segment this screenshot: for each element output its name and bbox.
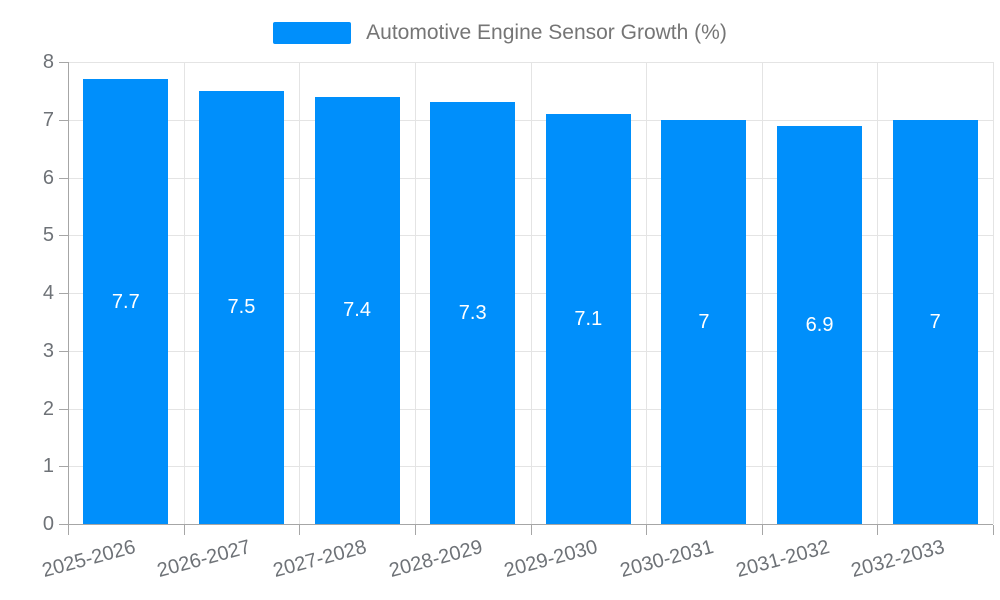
bar[interactable] [661, 119, 747, 524]
bar[interactable] [545, 113, 631, 524]
x-axis-tick [646, 525, 648, 535]
x-axis-tick [530, 525, 532, 535]
legend-item[interactable]: Automotive Engine Sensor Growth (%) [0, 20, 1000, 46]
bar[interactable] [777, 125, 863, 524]
y-axis-label: 2 [42, 397, 54, 420]
x-axis-tick [414, 525, 416, 535]
x-axis-tick [993, 525, 994, 535]
bar-value-label: 7.3 [458, 302, 487, 325]
bar-value-label: 6.9 [805, 313, 834, 336]
y-axis-label: 5 [42, 224, 54, 247]
x-axis-tick [877, 525, 879, 535]
y-axis-tick [59, 466, 68, 468]
y-axis-label: 4 [42, 282, 54, 304]
y-axis-tick [59, 119, 68, 121]
x-axis-tick [68, 525, 69, 535]
x-axis-tick [761, 525, 763, 535]
bar[interactable] [892, 119, 978, 524]
bar[interactable] [198, 90, 284, 524]
y-axis-tick [59, 293, 68, 294]
y-axis-tick [59, 62, 68, 63]
x-axis-line [68, 524, 993, 525]
bar-value-label: 7 [698, 310, 710, 333]
x-gridline [761, 62, 763, 524]
bar-value-label: 7.4 [343, 299, 371, 322]
y-axis-label: 8 [42, 51, 54, 73]
y-axis-label: 7 [42, 108, 54, 131]
bar[interactable] [314, 96, 400, 524]
y-axis-label: 3 [42, 339, 54, 362]
x-gridline [530, 62, 532, 524]
y-axis-tick [59, 408, 68, 410]
bar-value-label: 7 [929, 310, 941, 333]
x-gridline [646, 62, 648, 524]
y-axis-label: 0 [42, 513, 54, 535]
y-axis-label: 6 [42, 166, 54, 189]
x-gridline [877, 62, 879, 524]
x-gridline [993, 62, 994, 524]
bar[interactable] [83, 79, 169, 524]
bar-value-label: 7.7 [111, 290, 140, 313]
x-gridline [414, 62, 416, 524]
bar-value-label: 7.5 [227, 296, 256, 319]
y-axis-tick [59, 177, 68, 179]
legend-label: Automotive Engine Sensor Growth (%) [366, 21, 727, 44]
x-gridline [183, 62, 185, 524]
y-axis-tick [59, 235, 68, 237]
bar-value-label: 7.1 [574, 307, 603, 330]
y-axis-tick [59, 350, 68, 352]
x-axis-tick [299, 525, 301, 535]
y-axis-label: 1 [42, 455, 54, 478]
x-axis-tick [183, 525, 185, 535]
x-gridline [299, 62, 301, 524]
y-axis-tick [59, 524, 68, 525]
bar[interactable] [430, 102, 516, 524]
y-axis-line [68, 62, 69, 524]
legend-marker-swatch [273, 22, 352, 44]
